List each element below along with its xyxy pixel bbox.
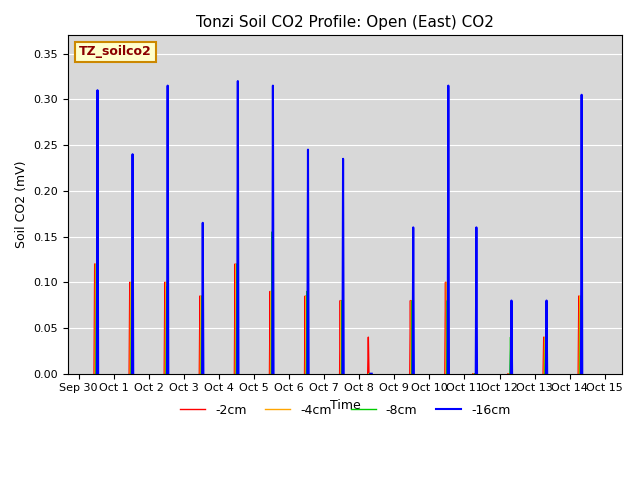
-2cm bbox=[266, 371, 273, 377]
-2cm bbox=[230, 371, 238, 377]
Y-axis label: Soil CO2 (mV): Soil CO2 (mV) bbox=[15, 161, 28, 248]
-4cm bbox=[91, 371, 99, 377]
Line: -8cm: -8cm bbox=[96, 232, 581, 374]
-4cm bbox=[268, 288, 275, 294]
-4cm bbox=[267, 371, 275, 377]
-16cm bbox=[93, 371, 100, 377]
-8cm bbox=[234, 371, 241, 377]
-2cm bbox=[90, 371, 98, 377]
-16cm bbox=[268, 371, 276, 377]
Legend: -2cm, -4cm, -8cm, -16cm: -2cm, -4cm, -8cm, -16cm bbox=[175, 398, 515, 421]
Text: TZ_soilco2: TZ_soilco2 bbox=[79, 46, 152, 59]
-4cm bbox=[233, 371, 241, 377]
Line: -4cm: -4cm bbox=[95, 264, 580, 374]
-2cm bbox=[232, 371, 239, 377]
Title: Tonzi Soil CO2 Profile: Open (East) CO2: Tonzi Soil CO2 Profile: Open (East) CO2 bbox=[196, 15, 494, 30]
-2cm bbox=[266, 288, 274, 294]
-16cm bbox=[234, 371, 241, 377]
-4cm bbox=[232, 371, 239, 377]
Line: -2cm: -2cm bbox=[94, 264, 579, 374]
-8cm bbox=[268, 371, 275, 377]
-16cm bbox=[235, 371, 243, 377]
-2cm bbox=[407, 371, 415, 377]
Line: -16cm: -16cm bbox=[97, 81, 582, 374]
-8cm bbox=[232, 371, 240, 377]
-8cm bbox=[92, 371, 100, 377]
-8cm bbox=[268, 229, 276, 235]
X-axis label: Time: Time bbox=[330, 399, 360, 412]
-8cm bbox=[409, 371, 417, 377]
-16cm bbox=[410, 371, 418, 377]
-16cm bbox=[269, 83, 276, 88]
-4cm bbox=[408, 371, 416, 377]
